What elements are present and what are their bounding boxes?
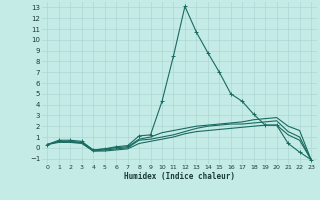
X-axis label: Humidex (Indice chaleur): Humidex (Indice chaleur) (124, 172, 235, 181)
